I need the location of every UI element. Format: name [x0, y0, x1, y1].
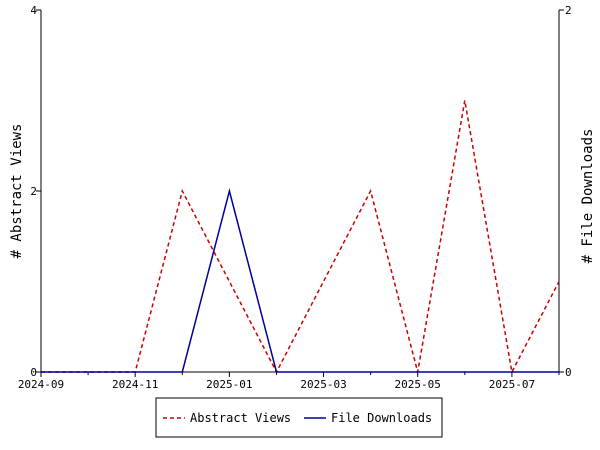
x-axis: 2024-09 2024-11 2025-01 2025-03 2025-05 2025-…: [18, 372, 560, 391]
y-right-tick-label: 0: [565, 366, 572, 379]
y-right-tick-label: 2: [565, 4, 572, 17]
series-line-abstract-views: [41, 100, 560, 375]
y-left-tick-label: 0: [30, 366, 37, 379]
y-axis-right: 02: [559, 4, 572, 379]
legend-box: [155, 397, 443, 438]
x-tick-label: 2024-09: [18, 378, 64, 391]
y-axis-left-title: # Abstract Views: [9, 124, 25, 259]
plot-frame: [40, 10, 560, 373]
y-axis-left: 0 2 4: [30, 4, 41, 379]
series-layer: [41, 100, 560, 375]
y-left-tick-label: 2: [30, 185, 37, 198]
x-tick-label: 2025-01: [206, 378, 252, 391]
legend-label-file-downloads: File Downloads: [331, 411, 432, 425]
y-left-tick-label: 4: [30, 4, 37, 17]
x-tick-label: 2025-05: [395, 378, 441, 391]
legend-label-abstract-views: Abstract Views: [190, 411, 291, 425]
x-tick-label: 2025-03: [300, 378, 346, 391]
legend: Abstract Views File Downloads: [155, 397, 443, 438]
y-axis-right-title: # File Downloads: [580, 129, 596, 264]
x-tick-label: 2024-11: [112, 378, 158, 391]
x-tick-label: 2025-07: [489, 378, 535, 391]
series-line-file-downloads: [41, 188, 559, 373]
